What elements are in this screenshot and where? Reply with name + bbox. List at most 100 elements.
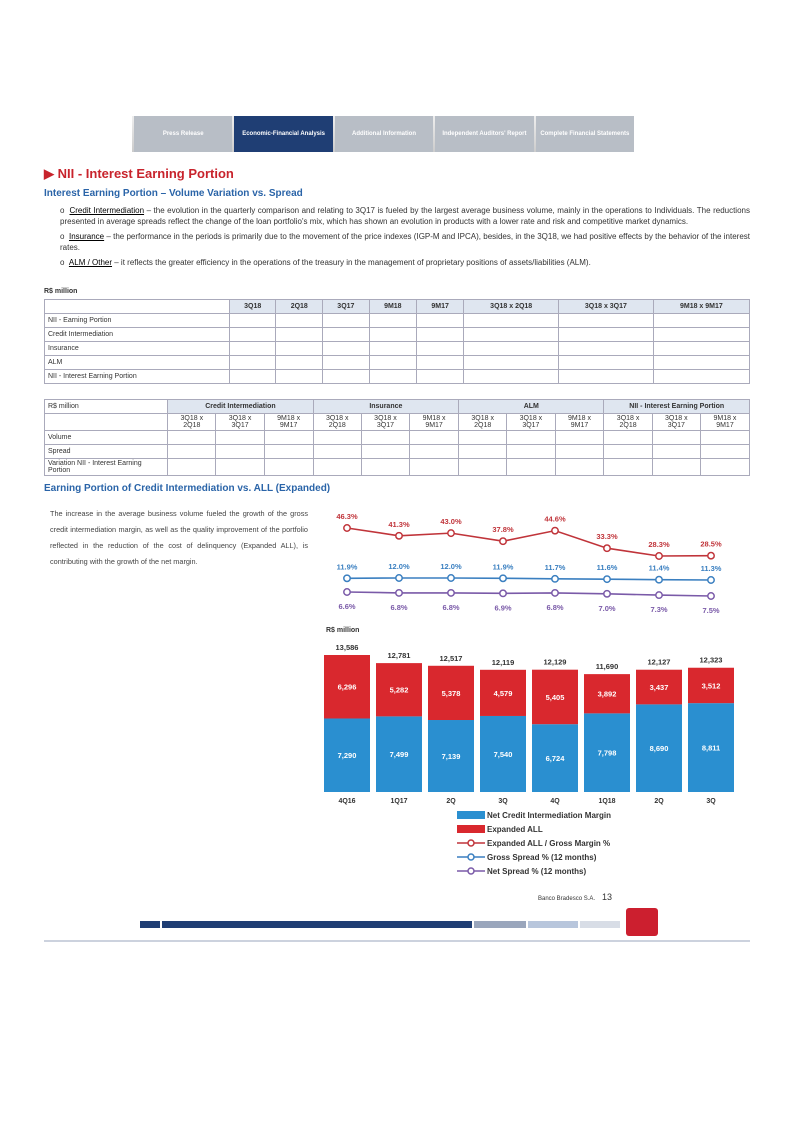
value-label: 28.3% [648, 540, 670, 549]
point [343, 574, 351, 583]
legend-label: Net Credit Intermediation Margin [487, 811, 611, 820]
value-label: 46.3% [336, 512, 358, 521]
bar [636, 669, 682, 705]
deco [580, 921, 620, 928]
total-label: 12,119 [492, 658, 515, 667]
table-row: Volume [43, 430, 751, 445]
value-label: 5,378 [442, 689, 461, 698]
line [346, 591, 712, 597]
column-header: 3Q18 x 2Q18 [463, 299, 560, 314]
logo [626, 908, 658, 936]
bullet-text: – the performance in the periods is prim… [60, 232, 750, 252]
deco [162, 921, 472, 928]
value-label: 41.3% [388, 520, 410, 529]
bar [688, 667, 734, 704]
value-label: 44.6% [544, 515, 566, 524]
bar [480, 715, 526, 792]
point [655, 591, 663, 600]
legend-swatch [467, 839, 475, 847]
table-header: 3Q18 2Q18 3Q17 9M18 9M17 3Q18 x 2Q18 3Q18 x 3Q… [44, 299, 751, 314]
nav-tab[interactable]: Economic-Financial Analysis [234, 116, 333, 152]
value-label: 3,892 [598, 690, 617, 699]
bar [688, 703, 734, 792]
legend-swatch [467, 853, 475, 861]
point [655, 575, 663, 584]
value-label: 7,798 [598, 749, 617, 758]
value-label: 11.9% [337, 562, 358, 571]
bar [532, 669, 578, 725]
table-header: R$ million Credit Intermediation Insurance… [43, 399, 750, 414]
value-label: 6.8% [442, 603, 459, 612]
table-row: ALM [44, 355, 751, 370]
legend-swatch [457, 825, 485, 833]
nav-tab[interactable]: Press Release [134, 116, 233, 152]
title: ▶ NII - Interest Earning Portion [44, 166, 234, 181]
bullet: o Insurance – the performance in the per… [60, 232, 750, 252]
point [551, 526, 559, 535]
legend-label: Expanded ALL / Gross Margin % [487, 839, 610, 848]
nav-tab[interactable]: Independent Auditors' Report [435, 116, 534, 152]
nav-tab[interactable]: Additional Information [334, 116, 434, 152]
cell [652, 369, 751, 384]
nav-tab[interactable]: Complete Financial Statements [535, 116, 635, 152]
bar [376, 663, 422, 717]
point [707, 592, 715, 600]
value-label: 6.6% [338, 602, 355, 611]
table-row: NII - Interest Earning Portion [44, 369, 751, 384]
bar [324, 655, 370, 719]
total-label: 12,781 [388, 651, 411, 660]
total-label: 12,127 [648, 658, 671, 667]
point [395, 574, 403, 582]
title-text: NII - Interest Earning Portion [57, 166, 234, 181]
page-number: 13 [602, 892, 612, 902]
point [603, 575, 611, 584]
footer-company: Banco Bradesco S.A. [538, 896, 595, 902]
total-label: 12,517 [440, 654, 463, 663]
value-label: 6.8% [390, 603, 407, 612]
column-header: 3Q18 x 3Q17 [360, 413, 411, 431]
value-label: 33.3% [596, 532, 618, 541]
bullet-term: Insurance [68, 232, 105, 241]
x-tick-label: 2Q [446, 798, 456, 805]
cell [458, 458, 508, 476]
bullets: o Credit Intermediation – the evolution … [60, 205, 750, 272]
group-header: Credit Intermediation [167, 399, 314, 414]
value-label: 11.3% [701, 564, 722, 573]
x-tick-label: 2Q [654, 798, 664, 805]
paragraph: The increase in the average business vol… [50, 509, 308, 566]
value-label: 37.8% [492, 525, 514, 534]
bullet-text: – it reflects the greater efficiency in … [112, 258, 591, 267]
legend-label: Gross Spread % (12 months) [487, 853, 597, 862]
point [395, 588, 403, 597]
table: R$ million Credit Intermediation Insurance… [43, 399, 751, 476]
point [499, 589, 507, 598]
point [343, 588, 351, 596]
value-label: 3,437 [650, 683, 669, 692]
x-tick-label: 1Q18 [598, 798, 615, 805]
value-label: 3,512 [702, 681, 721, 690]
group-header: NII - Interest Earning Portion [603, 399, 750, 414]
deco [474, 921, 526, 928]
value-label: 6,296 [338, 683, 357, 692]
x-tick-label: 3Q [706, 798, 716, 805]
value-label: 6.8% [546, 603, 563, 612]
value-label: 12.0% [388, 562, 410, 571]
bar [584, 674, 630, 714]
cell [360, 458, 411, 476]
point [603, 589, 611, 598]
value-label: 11.4% [649, 564, 670, 573]
cell [312, 458, 362, 476]
column-header: 9M17 [415, 299, 465, 314]
cell [215, 458, 265, 476]
table-row: Variation NII - Interest Earning Portion [43, 458, 751, 476]
value-label: 6,724 [546, 754, 566, 763]
table-row: Credit Intermediation [44, 327, 751, 342]
value-label: 7.5% [702, 606, 719, 615]
line [346, 577, 712, 581]
x-tick-label: 3Q [498, 798, 508, 805]
bar [428, 720, 474, 792]
bar [532, 724, 578, 792]
bullet-term: Credit Intermediation [69, 206, 145, 215]
